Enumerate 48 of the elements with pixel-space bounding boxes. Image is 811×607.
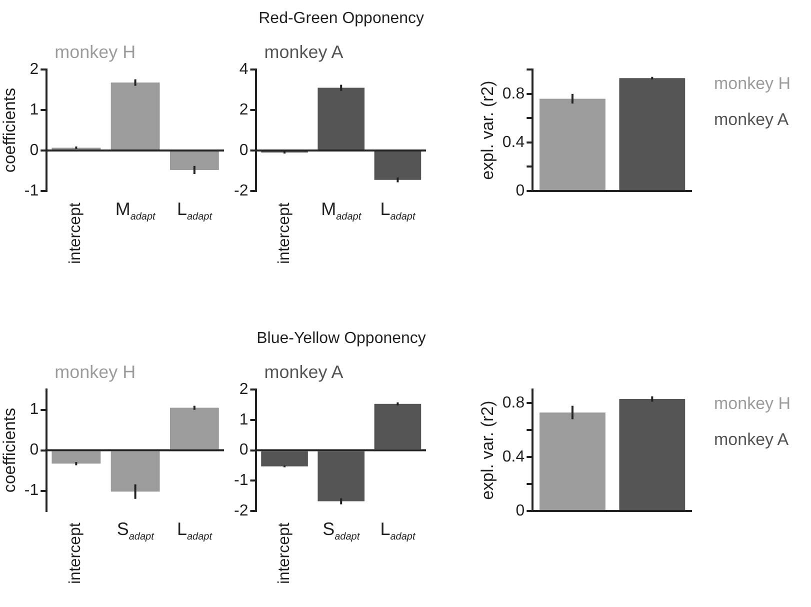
y-tick-label: 0 (239, 142, 248, 159)
x-tick-label: S$_{adapt}$ (322, 519, 360, 543)
x-tick-label: S$_{adapt}$ (116, 519, 154, 543)
x-tick-label: M$_{adapt}$ (321, 199, 362, 223)
y-tick-label: 1 (30, 101, 39, 118)
x-tick-label: L$_{adapt}$ (380, 199, 416, 223)
text: monkey H (714, 394, 791, 414)
y-tick-label: 0.4 (502, 134, 525, 151)
y-tick-label: 0.4 (502, 448, 525, 466)
x-tick-label: intercept (67, 202, 86, 264)
y-tick-label: -1 (24, 182, 39, 200)
series-label: monkey A (714, 430, 789, 450)
chart-subtitle: monkey A (264, 42, 344, 63)
y-tick-label: -1 (24, 482, 39, 500)
y-tick-label: -2 (234, 182, 248, 200)
chart-subtitle: monkey A (264, 362, 344, 383)
y-tick-label: 0 (30, 142, 39, 159)
y-tick-label: 2 (239, 101, 248, 118)
y-tick-label: -1 (234, 472, 248, 490)
y-tick-label: 0 (516, 502, 525, 520)
y-tick-label: 2 (239, 381, 248, 398)
y-tick-label: 2 (30, 61, 39, 78)
y-tick-label: 0 (30, 442, 39, 459)
chart-title: Blue-Yellow Opponency (256, 330, 426, 348)
y-axis-title: coefficients (0, 88, 19, 173)
chart-title: Red-Green Opponency (258, 10, 424, 28)
x-tick-label: L$_{adapt}$ (176, 519, 212, 543)
x-tick-label: intercept (67, 522, 86, 584)
y-tick-label: 0.8 (502, 85, 525, 102)
y-axis-title: expl. var. (r2) (478, 80, 497, 180)
y-tick-label: 0.8 (502, 394, 525, 412)
y-axis-title: expl. var. (r2) (478, 400, 497, 500)
text: monkey H (714, 74, 791, 94)
chart-title: monkey H (54, 362, 136, 383)
x-tick-label: intercept (276, 202, 294, 264)
x-tick-label: L$_{adapt}$ (380, 519, 416, 543)
chart-title: monkey H (54, 42, 136, 63)
y-axis-title: coefficients (0, 408, 19, 493)
y-tick-label: -2 (234, 502, 248, 520)
y-tick-label: 0 (516, 182, 525, 200)
x-tick-label: intercept (276, 522, 294, 584)
y-tick-label: 4 (239, 61, 248, 78)
x-tick-label: M$_{adapt}$ (115, 199, 156, 223)
y-tick-label: 0 (239, 442, 248, 459)
y-tick-label: 1 (30, 401, 39, 418)
series-label: monkey A (714, 110, 789, 130)
x-tick-label: L$_{adapt}$ (176, 199, 212, 223)
y-tick-label: 1 (239, 411, 248, 428)
